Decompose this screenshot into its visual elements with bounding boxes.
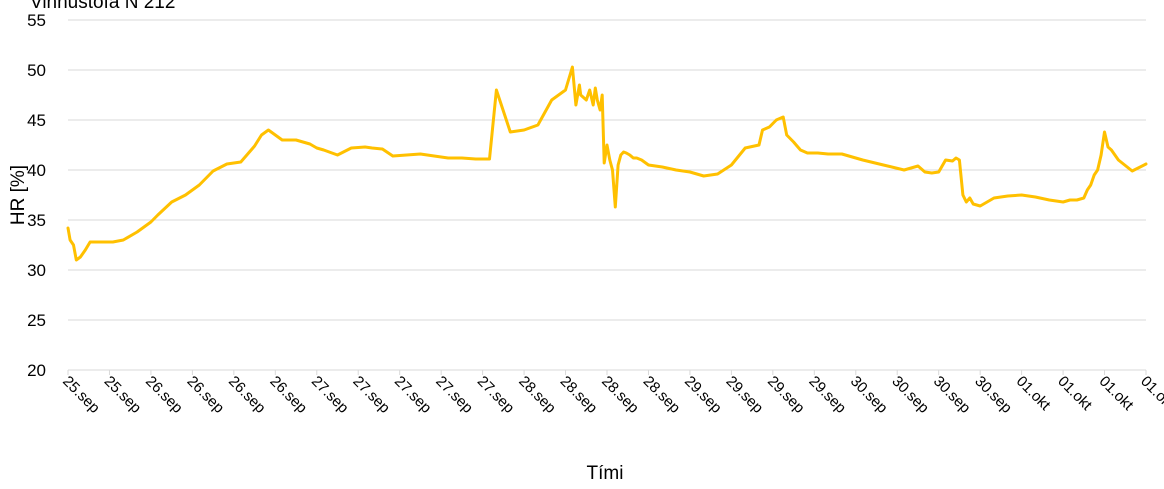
x-tick-label: 26.sep	[184, 373, 228, 417]
x-tick-label: 27.sep	[308, 373, 352, 417]
y-tick-labels: 20 25 30 35 40 45 50 55	[27, 11, 46, 380]
x-tick-label: 26.sep	[142, 373, 186, 417]
x-tick-label: 25.sep	[59, 373, 103, 417]
x-tick-label: 29.sep	[681, 373, 725, 417]
y-tick-label: 55	[27, 11, 46, 30]
x-tick-label: 29.sep	[805, 373, 849, 417]
x-tick-label: 25.sep	[101, 373, 145, 417]
x-tick-label: 27.sep	[391, 373, 435, 417]
x-tick-label: 30.sep	[888, 373, 932, 417]
x-tick-label: 29.sep	[764, 373, 808, 417]
series-line	[66, 65, 1148, 262]
y-tick-label: 50	[27, 61, 46, 80]
x-tick-label: 01.okt	[1137, 373, 1164, 415]
x-tick-label: 27.sep	[432, 373, 476, 417]
y-axis-label: HR [%]	[8, 165, 29, 225]
x-tick-label: 26.sep	[266, 373, 310, 417]
y-tick-label: 30	[27, 261, 46, 280]
gridlines	[68, 19, 1146, 371]
y-tick-label: 25	[27, 311, 46, 330]
x-tick-label: 01.okt	[1096, 373, 1138, 415]
y-tick-label: 35	[27, 211, 46, 230]
x-tick-label: 29.sep	[723, 373, 767, 417]
y-tick-label: 40	[27, 161, 46, 180]
x-tick-label: 28.sep	[598, 373, 642, 417]
x-axis-label: Tími	[587, 463, 624, 484]
y-tick-label: 45	[27, 111, 46, 130]
x-tick-label: 27.sep	[349, 373, 393, 417]
y-tick-label: 20	[27, 361, 46, 380]
x-tick-label: 26.sep	[225, 373, 269, 417]
x-tick-label: 28.sep	[515, 373, 559, 417]
x-tick-label: 30.sep	[930, 373, 974, 417]
x-tick-label: 30.sep	[971, 373, 1015, 417]
x-tick-label: 30.sep	[847, 373, 891, 417]
chart-title: Vinnustofa N 212	[30, 0, 176, 13]
x-tick-label: 27.sep	[474, 373, 518, 417]
x-tick-labels: 25.sep25.sep26.sep26.sep26.sep26.sep27.s…	[59, 370, 1164, 417]
x-tick-label: 01.okt	[1013, 373, 1055, 415]
x-tick-label: 28.sep	[557, 373, 601, 417]
x-tick-label: 01.okt	[1054, 373, 1096, 415]
x-tick-label: 28.sep	[640, 373, 684, 417]
